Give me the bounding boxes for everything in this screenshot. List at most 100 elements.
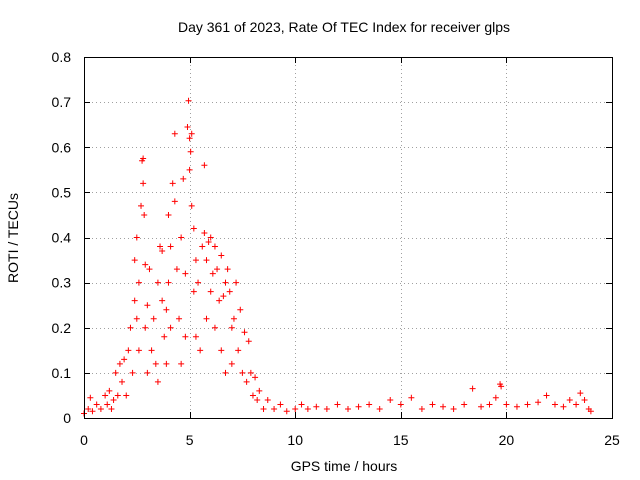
data-point bbox=[486, 401, 493, 408]
data-point bbox=[169, 180, 176, 187]
data-point bbox=[182, 270, 189, 277]
data-point bbox=[355, 403, 362, 410]
data-point bbox=[201, 162, 208, 169]
data-point bbox=[188, 130, 195, 137]
data-point bbox=[135, 279, 142, 286]
data-point bbox=[144, 369, 151, 376]
grid-lines bbox=[84, 57, 612, 418]
data-point bbox=[146, 266, 153, 273]
data-point bbox=[207, 288, 214, 295]
data-point bbox=[106, 387, 113, 394]
data-point bbox=[123, 392, 130, 399]
data-points bbox=[81, 97, 594, 417]
data-point bbox=[277, 401, 284, 408]
data-point bbox=[97, 405, 104, 412]
data-point bbox=[376, 405, 383, 412]
data-point bbox=[184, 123, 191, 130]
data-point bbox=[125, 347, 132, 354]
data-point bbox=[186, 135, 193, 142]
data-point bbox=[241, 329, 248, 336]
data-point bbox=[397, 401, 404, 408]
data-point bbox=[171, 198, 178, 205]
data-point bbox=[573, 401, 580, 408]
data-point bbox=[245, 338, 252, 345]
data-point bbox=[185, 97, 192, 104]
data-point bbox=[131, 297, 138, 304]
x-axis-label: GPS time / hours bbox=[291, 458, 398, 474]
data-point bbox=[235, 347, 242, 354]
y-tick-label: 0.6 bbox=[52, 139, 72, 155]
data-point bbox=[228, 360, 235, 367]
data-point bbox=[89, 408, 96, 415]
data-point bbox=[239, 369, 246, 376]
data-point bbox=[535, 399, 542, 406]
data-point bbox=[298, 401, 305, 408]
data-point bbox=[418, 405, 425, 412]
data-point bbox=[152, 360, 159, 367]
data-point bbox=[543, 392, 550, 399]
data-point bbox=[140, 155, 147, 162]
data-point bbox=[129, 369, 136, 376]
data-point bbox=[207, 234, 214, 241]
data-point bbox=[252, 374, 259, 381]
data-point bbox=[108, 405, 115, 412]
data-point bbox=[131, 257, 138, 264]
data-point bbox=[334, 401, 341, 408]
data-point bbox=[237, 306, 244, 313]
data-point bbox=[230, 315, 237, 322]
data-point bbox=[171, 130, 178, 137]
data-point bbox=[199, 243, 206, 250]
data-point bbox=[148, 347, 155, 354]
y-tick-label: 0.2 bbox=[52, 320, 72, 336]
data-point bbox=[165, 279, 172, 286]
axis-ticks bbox=[84, 57, 613, 419]
x-tick-label: 15 bbox=[393, 432, 409, 448]
y-tick-label: 0.8 bbox=[52, 49, 72, 65]
data-point bbox=[577, 390, 584, 397]
data-point bbox=[176, 315, 183, 322]
x-tick-labels: 0 5 10 15 20 25 bbox=[80, 432, 620, 448]
data-point bbox=[323, 405, 330, 412]
data-point bbox=[408, 394, 415, 401]
data-point bbox=[498, 383, 505, 390]
data-point bbox=[254, 396, 261, 403]
data-point bbox=[167, 324, 174, 331]
x-tick-label: 0 bbox=[80, 432, 88, 448]
data-point bbox=[429, 401, 436, 408]
data-point bbox=[133, 315, 140, 322]
y-tick-label: 0.3 bbox=[52, 275, 72, 291]
data-point bbox=[110, 396, 117, 403]
data-point bbox=[226, 288, 233, 295]
data-point bbox=[116, 360, 123, 367]
data-point bbox=[190, 225, 197, 232]
data-point bbox=[135, 347, 142, 354]
y-tick-labels: 0 0.1 0.2 0.3 0.4 0.5 0.6 0.7 0.8 bbox=[52, 49, 72, 426]
data-point bbox=[87, 394, 94, 401]
data-point bbox=[461, 401, 468, 408]
data-point bbox=[173, 266, 180, 273]
data-point bbox=[121, 356, 128, 363]
data-point bbox=[188, 202, 195, 209]
data-point bbox=[450, 405, 457, 412]
x-tick-label: 10 bbox=[287, 432, 303, 448]
data-point bbox=[85, 405, 92, 412]
data-point bbox=[581, 396, 588, 403]
data-point bbox=[93, 401, 100, 408]
data-point bbox=[469, 385, 476, 392]
data-point bbox=[178, 234, 185, 241]
data-point bbox=[142, 324, 149, 331]
data-point bbox=[560, 403, 567, 410]
data-point bbox=[192, 333, 199, 340]
y-tick-label: 0.4 bbox=[52, 230, 72, 246]
data-point bbox=[197, 347, 204, 354]
data-point bbox=[195, 279, 202, 286]
data-point bbox=[304, 405, 311, 412]
data-point bbox=[142, 261, 149, 268]
data-point bbox=[214, 266, 221, 273]
data-point bbox=[233, 279, 240, 286]
data-point bbox=[366, 401, 373, 408]
y-tick-label: 0.1 bbox=[52, 365, 72, 381]
data-point bbox=[186, 166, 193, 173]
data-point bbox=[102, 392, 109, 399]
